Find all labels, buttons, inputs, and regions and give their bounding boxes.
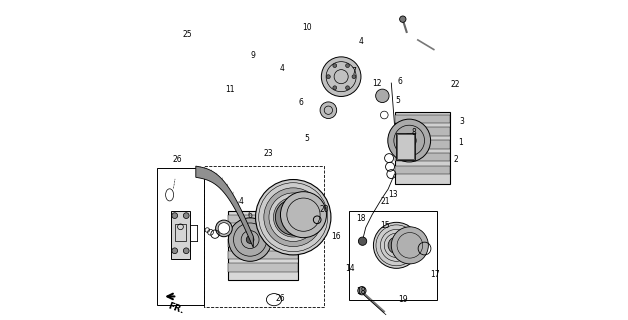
Bar (349, 212, 437, 300)
Text: 5: 5 (395, 96, 400, 105)
Bar (394, 127, 450, 136)
Circle shape (264, 188, 323, 247)
Text: 6: 6 (299, 98, 304, 107)
Circle shape (388, 119, 431, 162)
Bar (228, 211, 298, 280)
Text: 18: 18 (357, 214, 366, 223)
Circle shape (229, 218, 272, 261)
Bar (175, 224, 186, 241)
Text: 7: 7 (352, 68, 356, 76)
Bar (394, 112, 450, 184)
Text: 4: 4 (239, 197, 244, 206)
Text: 22: 22 (451, 80, 460, 89)
Circle shape (388, 237, 404, 254)
Circle shape (327, 75, 330, 79)
Text: 26: 26 (276, 294, 285, 303)
Bar (228, 263, 298, 272)
Text: 14: 14 (345, 264, 355, 273)
Bar (228, 227, 298, 235)
Bar (394, 140, 450, 148)
Text: 4: 4 (359, 37, 364, 46)
Circle shape (246, 236, 254, 244)
Text: 17: 17 (430, 270, 440, 279)
Text: 11: 11 (225, 85, 235, 94)
Circle shape (320, 102, 337, 118)
Circle shape (359, 237, 367, 245)
Circle shape (172, 248, 178, 254)
Text: 19: 19 (398, 295, 408, 304)
Circle shape (281, 192, 327, 238)
Text: FR.: FR. (166, 302, 185, 316)
Circle shape (269, 193, 318, 242)
Circle shape (275, 199, 311, 235)
Circle shape (376, 89, 389, 102)
Circle shape (218, 223, 230, 234)
Circle shape (172, 213, 178, 219)
Text: 10: 10 (302, 23, 311, 32)
Text: 12: 12 (372, 79, 382, 88)
Bar (228, 239, 298, 247)
Bar (158, 168, 204, 305)
Circle shape (273, 197, 313, 237)
Text: 3: 3 (460, 117, 464, 126)
Circle shape (399, 16, 406, 22)
Bar (171, 211, 190, 259)
Text: 9: 9 (250, 52, 255, 60)
Text: 6: 6 (397, 77, 402, 86)
Bar (394, 115, 450, 123)
Bar (397, 133, 414, 159)
Text: 13: 13 (388, 190, 398, 199)
Text: 26: 26 (173, 155, 182, 164)
Text: 6: 6 (247, 211, 252, 220)
Circle shape (256, 180, 331, 255)
Text: 4: 4 (279, 64, 284, 73)
Bar (394, 166, 450, 174)
Circle shape (322, 57, 361, 96)
Bar (228, 215, 298, 223)
Circle shape (282, 206, 305, 229)
Text: 18: 18 (357, 287, 366, 296)
Circle shape (392, 242, 400, 249)
Circle shape (345, 86, 349, 90)
Text: 15: 15 (380, 221, 390, 230)
Text: 5: 5 (305, 134, 310, 143)
Text: 23: 23 (264, 149, 273, 158)
Circle shape (183, 213, 189, 219)
Polygon shape (196, 166, 253, 248)
Circle shape (288, 212, 299, 223)
Circle shape (358, 286, 366, 295)
Circle shape (333, 86, 337, 90)
Circle shape (259, 183, 328, 252)
Text: 16: 16 (331, 232, 340, 241)
Bar (228, 251, 298, 260)
Circle shape (391, 227, 428, 264)
Circle shape (374, 222, 420, 268)
Text: 25: 25 (182, 30, 192, 39)
Text: 20: 20 (320, 205, 329, 214)
Text: 8: 8 (411, 128, 416, 137)
Text: 2: 2 (453, 155, 458, 164)
Circle shape (406, 137, 413, 144)
Circle shape (183, 248, 189, 254)
Bar (394, 153, 450, 161)
Circle shape (345, 64, 349, 68)
Text: 21: 21 (380, 197, 389, 206)
Text: 1: 1 (458, 138, 463, 147)
Bar (396, 132, 415, 160)
Circle shape (215, 220, 232, 237)
Circle shape (333, 64, 337, 68)
Circle shape (352, 75, 356, 79)
